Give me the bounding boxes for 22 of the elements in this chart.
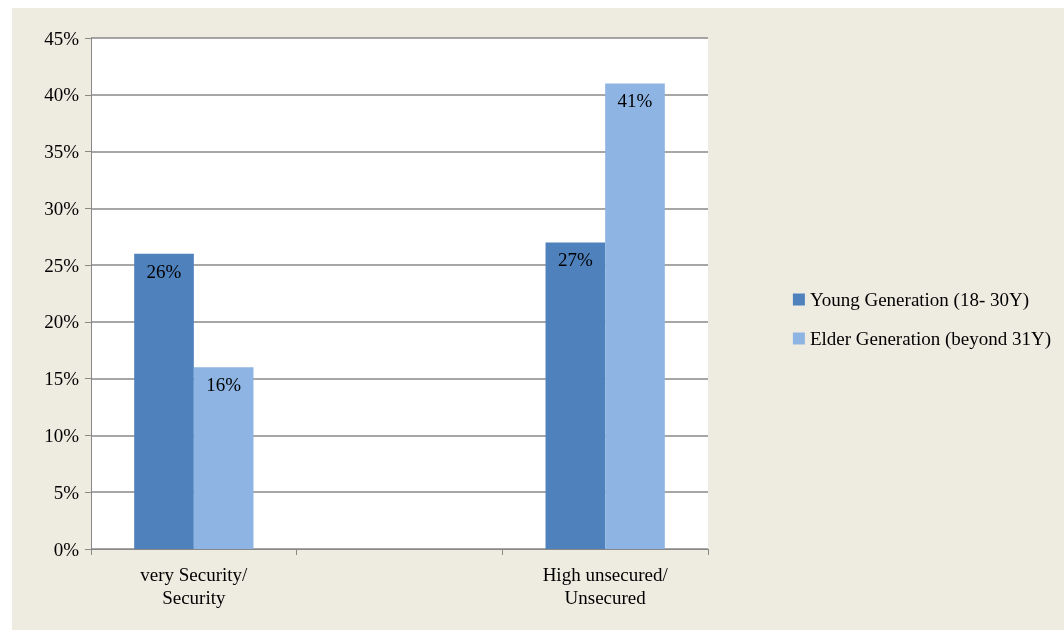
y-tick-label: 0% bbox=[53, 538, 80, 560]
data-label: 16% bbox=[206, 374, 242, 396]
x-tick-label: High unsecured/ Unsecured bbox=[542, 564, 669, 608]
x-tick-label: very Security/ Security bbox=[140, 564, 249, 608]
y-tick-label: 15% bbox=[44, 368, 80, 390]
bar bbox=[134, 253, 194, 549]
data-label: 26% bbox=[146, 260, 182, 282]
bar bbox=[193, 367, 254, 549]
y-tick-label: 20% bbox=[44, 311, 80, 333]
y-tick-label: 35% bbox=[44, 141, 80, 163]
y-tick-label: 5% bbox=[53, 481, 80, 503]
y-tick-label: 40% bbox=[44, 84, 80, 106]
bar bbox=[545, 242, 606, 549]
data-label: 27% bbox=[557, 249, 593, 271]
bar bbox=[605, 83, 665, 549]
y-tick-label: 25% bbox=[44, 254, 80, 276]
y-tick-label: 10% bbox=[44, 424, 80, 446]
legend-label: Young Generation (18- 30Y) bbox=[809, 289, 1030, 311]
legend-label: Elder Generation (beyond 31Y) bbox=[809, 328, 1051, 350]
data-label: 41% bbox=[617, 90, 653, 112]
y-tick-label: 30% bbox=[44, 197, 80, 219]
y-tick-label: 45% bbox=[44, 27, 80, 49]
